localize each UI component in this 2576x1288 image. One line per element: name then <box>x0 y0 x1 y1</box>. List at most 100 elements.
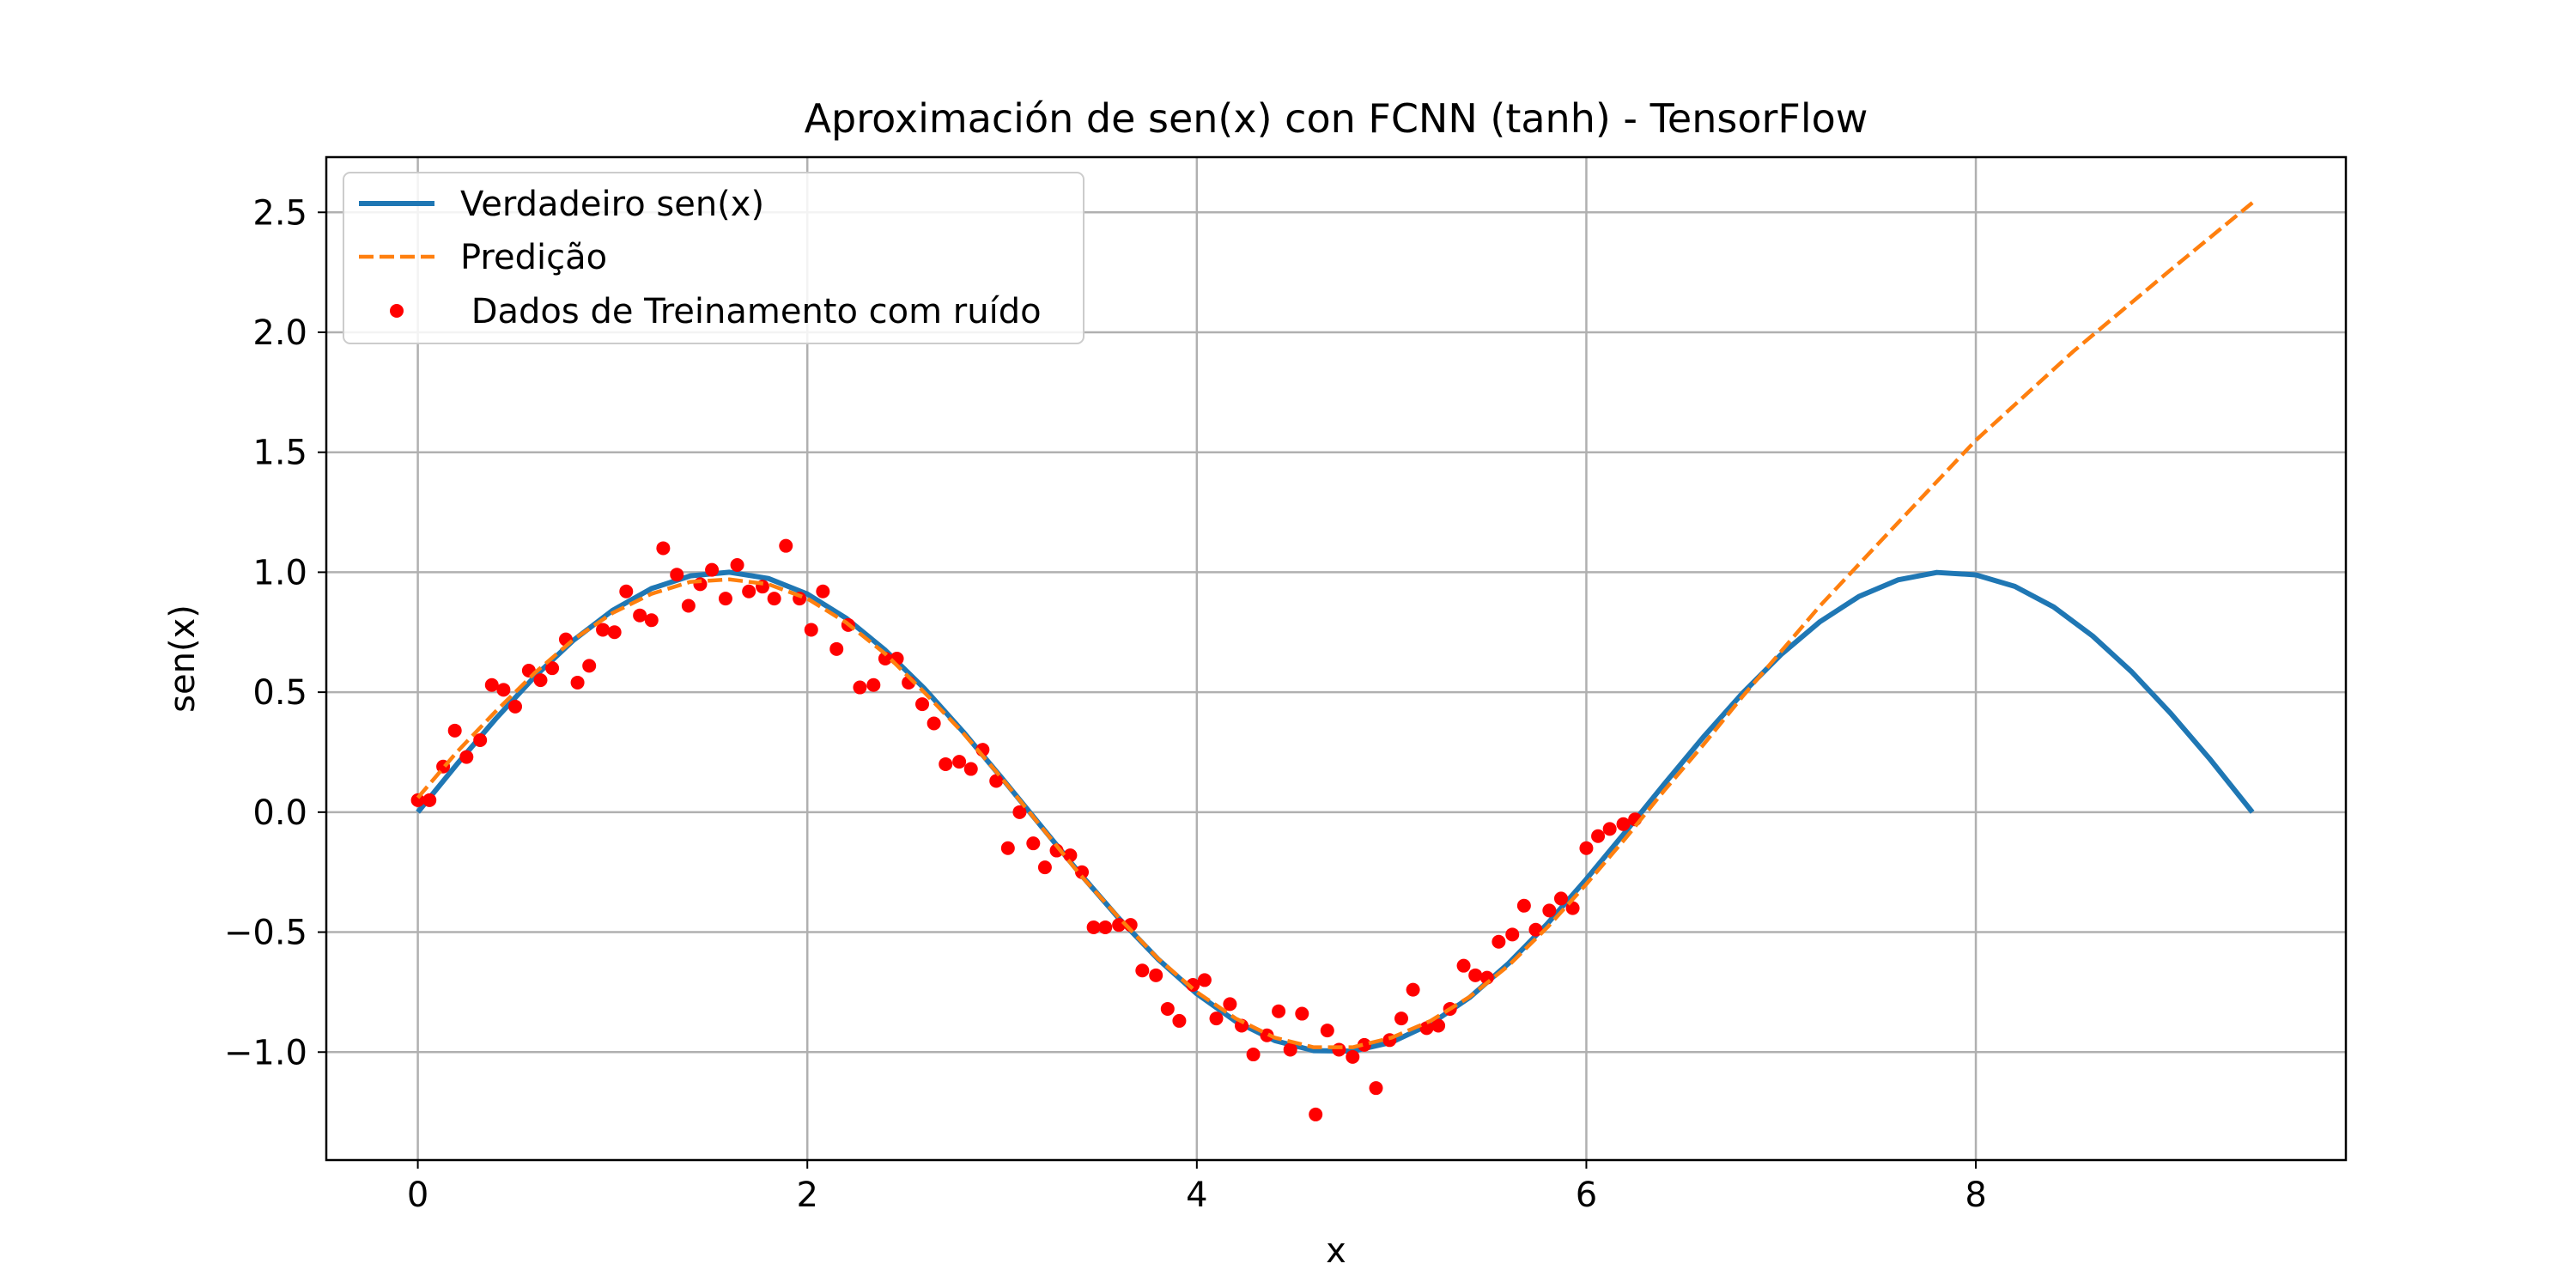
training-data-point <box>1135 963 1150 978</box>
training-data-point <box>607 625 622 640</box>
training-data-point <box>1186 978 1200 993</box>
training-data-point <box>718 592 732 606</box>
training-data-point <box>853 680 867 695</box>
training-data-point <box>670 568 684 582</box>
training-data-point <box>829 641 844 656</box>
axes-frame <box>325 155 2348 1162</box>
training-data-point <box>459 750 474 764</box>
training-data-point <box>1026 836 1041 851</box>
legend-true-label: Verdadeiro sen(x) <box>460 185 764 224</box>
training-data-point <box>1223 997 1237 1012</box>
training-data-point <box>705 562 720 577</box>
training-data-point <box>1616 817 1631 831</box>
training-data-point <box>545 661 560 676</box>
x-tick-label: 6 <box>1576 1176 1597 1215</box>
training-data-point <box>878 652 892 665</box>
training-data-point <box>1309 1107 1323 1121</box>
training-data-point <box>533 673 548 688</box>
plot-area <box>410 201 2255 1121</box>
y-tick-label: 1.0 <box>252 553 307 592</box>
training-data-point <box>939 756 953 771</box>
training-data-point <box>1553 891 1568 906</box>
x-tick-label: 2 <box>796 1176 817 1215</box>
training-data-point <box>1394 1012 1408 1026</box>
training-data-point <box>644 613 659 628</box>
training-data-point <box>804 623 818 637</box>
chart-title: Aproximación de sen(x) con FCNN (tanh) -… <box>805 95 1868 142</box>
series-prediction-line <box>416 201 2254 1049</box>
x-tick-label: 4 <box>1186 1176 1207 1215</box>
y-tick-label: 2.0 <box>252 313 307 353</box>
training-data-point <box>730 558 744 573</box>
training-data-point <box>1602 822 1617 836</box>
training-data-point <box>742 584 756 598</box>
training-data-point <box>1295 1006 1309 1021</box>
training-data-point <box>1369 1081 1383 1096</box>
training-data-point <box>1542 903 1557 918</box>
legend: Verdadeiro sen(x) Predição Dados de Trei… <box>343 172 1084 344</box>
training-data-point <box>473 733 488 748</box>
training-data-point <box>1012 805 1027 819</box>
training-data-point <box>1579 841 1594 855</box>
training-data-point <box>496 683 511 697</box>
training-data-point <box>1516 898 1531 913</box>
y-tick-label: 2.5 <box>252 193 307 233</box>
training-data-point <box>1431 1018 1446 1033</box>
training-data-point <box>508 699 523 714</box>
training-data-point <box>1332 1042 1346 1057</box>
training-data-point <box>1112 918 1127 933</box>
x-tick-label: 8 <box>1965 1176 1986 1215</box>
training-data-point <box>1149 968 1163 982</box>
legend-box <box>343 172 1084 344</box>
y-tick-label: −1.0 <box>224 1033 307 1072</box>
training-data-point <box>1037 860 1052 875</box>
ticks: 0 2 4 6 8 −1.0 −0.5 0.0 0.5 1.0 1.5 2.0 2.5 <box>224 193 1987 1215</box>
training-data-point <box>1246 1048 1261 1062</box>
training-data-point <box>1357 1037 1371 1052</box>
y-tick-label: 0.0 <box>252 793 307 833</box>
training-data-point <box>1260 1028 1274 1042</box>
training-data-point <box>596 623 611 637</box>
training-data-point <box>1468 968 1483 982</box>
training-data-point <box>1075 865 1090 879</box>
training-data-point <box>447 723 462 738</box>
training-data-point <box>816 584 830 598</box>
training-data-point <box>1172 1013 1187 1028</box>
y-tick-label: −0.5 <box>224 914 307 953</box>
x-axis-label: x <box>1326 1231 1346 1271</box>
training-data-point <box>422 793 437 807</box>
training-data-point <box>1456 958 1471 973</box>
training-data-point <box>915 697 930 712</box>
training-data-point <box>1160 1001 1175 1016</box>
training-data-point <box>582 659 597 673</box>
legend-prediction-label: Predição <box>460 238 607 277</box>
training-data-point <box>1406 982 1420 997</box>
training-data-point <box>619 584 634 598</box>
training-data-point <box>570 675 585 690</box>
training-data-point <box>1346 1049 1360 1064</box>
training-data-point <box>681 598 696 613</box>
grid <box>326 157 2346 1160</box>
training-data-point <box>1591 829 1606 843</box>
x-tick-label: 0 <box>407 1176 428 1215</box>
legend-scatter-label: Dados de Treinamento com ruído <box>460 292 1042 331</box>
y-tick-label: 0.5 <box>252 673 307 713</box>
training-data-point <box>1272 1004 1286 1018</box>
training-data-point <box>1419 1021 1434 1036</box>
training-data-point <box>1197 973 1212 987</box>
training-data-point <box>989 774 1004 788</box>
training-data-point <box>1283 1042 1297 1057</box>
training-data-point <box>1234 1018 1249 1033</box>
training-data-point <box>767 592 781 606</box>
training-data-point <box>952 755 967 769</box>
training-data-point <box>779 538 793 553</box>
training-data-point <box>1492 934 1506 949</box>
training-data-point <box>1209 1012 1224 1026</box>
training-data-point <box>656 541 671 556</box>
training-data-point <box>1086 920 1101 934</box>
y-tick-label: 1.5 <box>252 434 307 473</box>
training-data-point <box>927 716 941 731</box>
training-data-point <box>1063 848 1078 863</box>
training-data-point <box>1505 927 1520 942</box>
